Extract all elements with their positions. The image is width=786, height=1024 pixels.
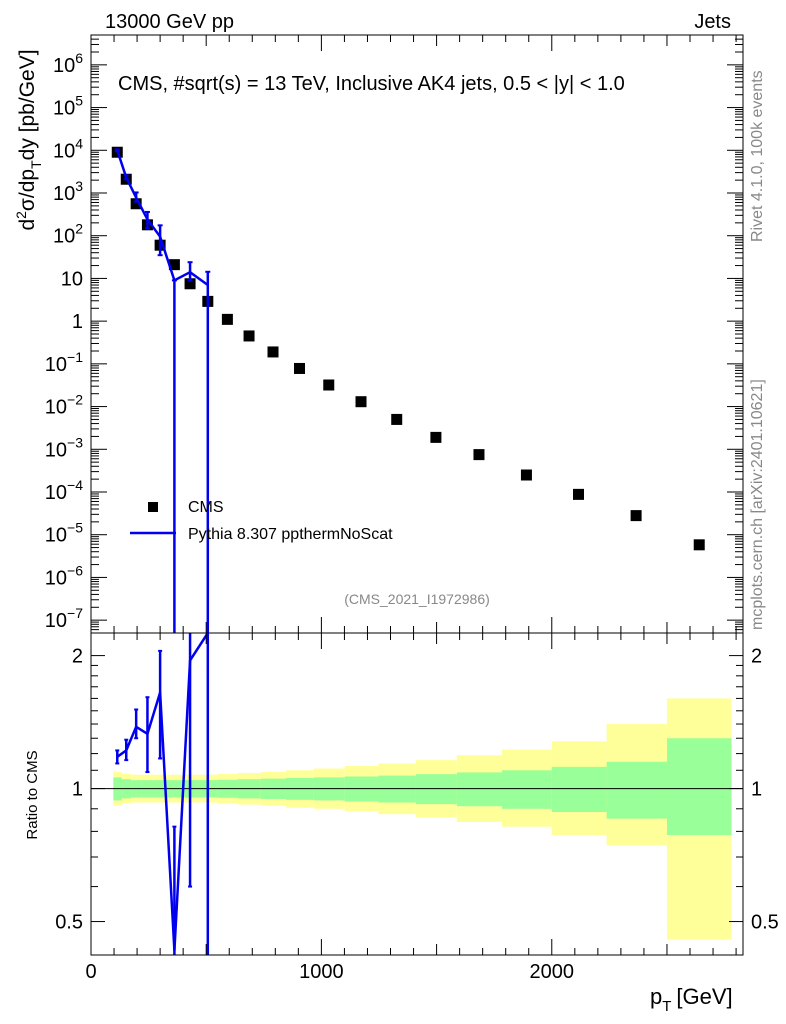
main-ytick-label: 10−5 (45, 520, 83, 547)
cms-data-point (323, 379, 335, 391)
cms-data-point (130, 198, 142, 210)
cms-data-point (630, 510, 642, 522)
ratio-band-stat (551, 766, 607, 813)
main-ytick-label: 104 (53, 135, 83, 162)
ratio-ytick-label-right: 0.5 (751, 912, 779, 934)
main-panel: 10−7 10−6 10−5 10−4 10−3 10−2 10−1 1 10 102 103 104… (45, 34, 744, 634)
cms-data-point (430, 431, 442, 443)
legend: CMS Pythia 8.307 ppthermNoScat (130, 499, 393, 543)
rivet-version: Rivet 4.1.0, 100k events (749, 70, 766, 242)
x-axis-label: pT [GeV] (650, 984, 733, 1015)
cms-data-point (391, 413, 403, 425)
cms-data-point (473, 449, 485, 461)
mcplots-credit: mcplots.cern.ch [arXiv:2401.10621] (749, 379, 766, 630)
main-ytick-label: 10 (61, 268, 83, 290)
y-axis-label-ratio: Ratio to CMS (24, 750, 41, 839)
ratio-frame (90, 632, 744, 956)
cms-data-point (267, 346, 279, 358)
analysis-watermark: (CMS_2021_I1972986) (344, 591, 490, 607)
y-axis-label-main: d2σ/dpTdy [pb/GeV] (13, 49, 44, 230)
main-ytick-label: 10−2 (45, 392, 83, 419)
main-ytick-label: 106 (53, 50, 83, 77)
header-energy: 13000 GeV pp (105, 11, 234, 33)
ratio-ytick-label-left: 0.5 (55, 912, 83, 934)
ratio-band-stat (666, 738, 732, 836)
cms-data-point (168, 259, 180, 271)
pythia-mc-line (116, 149, 209, 287)
main-ytick-label: 10−4 (45, 477, 83, 504)
ratio-band-stat (456, 772, 503, 807)
legend-label-pythia: Pythia 8.307 ppthermNoScat (188, 526, 393, 543)
ratio-band-stat (606, 761, 667, 819)
header-type: Jets (694, 11, 731, 33)
cms-data-point (221, 313, 233, 325)
cms-data-point (243, 330, 255, 342)
main-ytick-label: 105 (53, 93, 83, 120)
cms-data-point (573, 488, 585, 500)
ratio-band-stat (502, 770, 552, 809)
main-ytick-label: 10−6 (45, 562, 83, 589)
ratio-band-stat (415, 774, 457, 805)
legend-marker-cms (148, 502, 158, 512)
ratio-panel: 0.5 0.5 1 1 2 2 0 1000 2000 (55, 632, 779, 983)
main-ytick-label: 1 (72, 311, 83, 333)
ratio-ytick-label-left: 1 (72, 779, 83, 801)
ratio-ytick-label-right: 2 (751, 646, 762, 668)
main-ytick-label: 10−1 (45, 349, 83, 376)
x-tick-label: 2000 (530, 961, 575, 983)
main-plot-title: CMS, #sqrt(s) = 13 TeV, Inclusive AK4 je… (118, 73, 625, 95)
cms-data-point (184, 278, 196, 290)
cms-data-point (693, 539, 705, 551)
cms-data-point (520, 469, 532, 481)
cms-data-point (294, 362, 306, 374)
ratio-ytick-label-left: 2 (72, 646, 83, 668)
ratio-mc-line (116, 632, 209, 951)
main-ytick-label: 10−7 (45, 605, 83, 632)
cms-data-point (355, 396, 367, 408)
x-tick-label: 0 (85, 961, 96, 983)
main-frame (90, 34, 744, 634)
main-ytick-label: 103 (53, 178, 83, 205)
x-tick-label: 1000 (299, 961, 344, 983)
main-ytick-label: 10−3 (45, 434, 83, 461)
ratio-ytick-label-right: 1 (751, 779, 762, 801)
main-ytick-label: 102 (53, 221, 83, 248)
legend-label-cms: CMS (188, 499, 224, 516)
